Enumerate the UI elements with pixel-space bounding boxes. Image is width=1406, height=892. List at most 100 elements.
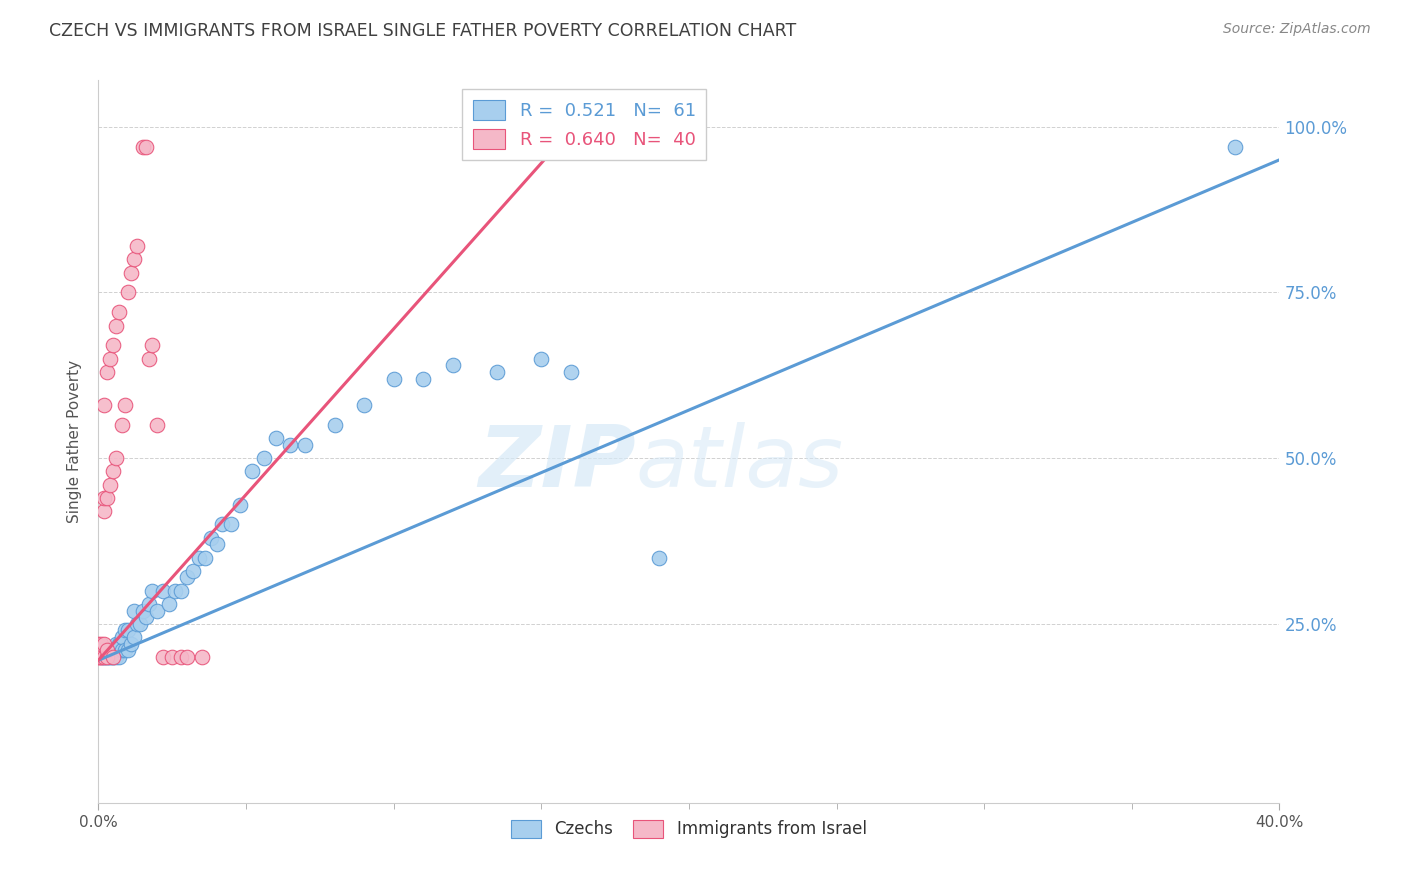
Point [105, 318, 128, 333]
Point [125, 616, 148, 631]
Point [111, 643, 134, 657]
Point [93, 650, 115, 665]
Point [138, 351, 160, 366]
Point [93, 650, 115, 665]
Point [122, 252, 145, 267]
Point [157, 597, 180, 611]
Point [141, 583, 163, 598]
Text: Source: ZipAtlas.com: Source: ZipAtlas.com [1223, 22, 1371, 37]
Point [146, 603, 169, 617]
Point [111, 417, 134, 432]
Point [105, 451, 128, 466]
Point [191, 650, 214, 665]
Point [93, 504, 115, 518]
Point [294, 438, 316, 452]
Point [382, 371, 405, 385]
Point [90, 637, 112, 651]
Point [138, 597, 160, 611]
Point [135, 610, 157, 624]
Point [90, 650, 112, 665]
Point [211, 517, 233, 532]
Point [108, 650, 131, 665]
Point [103, 650, 125, 665]
Point [114, 398, 136, 412]
Point [560, 365, 582, 379]
Point [117, 624, 139, 638]
Text: ZIP: ZIP [478, 422, 636, 505]
Point [187, 550, 209, 565]
Point [117, 285, 139, 300]
Point [120, 266, 142, 280]
Point [103, 650, 125, 665]
Point [103, 338, 125, 352]
Point [253, 451, 276, 466]
Point [176, 570, 198, 584]
Point [103, 464, 125, 478]
Point [122, 630, 145, 644]
Point [170, 650, 193, 665]
Point [90, 650, 112, 665]
Point [105, 650, 128, 665]
Point [90, 650, 112, 665]
Point [165, 583, 187, 598]
Point [87, 650, 110, 665]
Point [280, 438, 302, 452]
Point [96, 650, 118, 665]
Point [221, 517, 243, 532]
Point [152, 650, 174, 665]
Point [117, 643, 139, 657]
Point [229, 498, 252, 512]
Point [103, 643, 125, 657]
Legend: Czechs, Immigrants from Israel: Czechs, Immigrants from Israel [505, 813, 873, 845]
Point [648, 550, 671, 565]
Point [412, 371, 434, 385]
Y-axis label: Single Father Poverty: Single Father Poverty [67, 360, 83, 523]
Point [323, 417, 346, 432]
Point [176, 650, 198, 665]
Point [93, 637, 115, 651]
Point [105, 637, 128, 651]
Point [111, 630, 134, 644]
Point [93, 650, 115, 665]
Point [96, 650, 118, 665]
Point [170, 583, 193, 598]
Point [98, 351, 121, 366]
Point [125, 239, 148, 253]
Point [264, 431, 287, 445]
Point [146, 417, 169, 432]
Point [108, 305, 131, 319]
Point [96, 365, 118, 379]
Point [90, 643, 112, 657]
Point [530, 351, 553, 366]
Point [96, 491, 118, 505]
Point [200, 531, 222, 545]
Point [132, 603, 155, 617]
Point [108, 637, 131, 651]
Point [441, 359, 464, 373]
Point [114, 624, 136, 638]
Point [122, 603, 145, 617]
Point [103, 650, 125, 665]
Text: atlas: atlas [636, 422, 844, 505]
Point [105, 643, 128, 657]
Point [135, 139, 157, 153]
Point [152, 583, 174, 598]
Point [87, 637, 110, 651]
Point [205, 537, 228, 551]
Point [132, 139, 155, 153]
Point [1225, 139, 1247, 153]
Point [98, 643, 121, 657]
Point [240, 464, 263, 478]
Point [98, 477, 121, 491]
Point [93, 398, 115, 412]
Point [181, 564, 204, 578]
Point [141, 338, 163, 352]
Point [128, 616, 150, 631]
Point [93, 491, 115, 505]
Point [87, 650, 110, 665]
Point [162, 650, 183, 665]
Point [353, 398, 375, 412]
Point [96, 643, 118, 657]
Point [96, 643, 118, 657]
Point [98, 650, 121, 665]
